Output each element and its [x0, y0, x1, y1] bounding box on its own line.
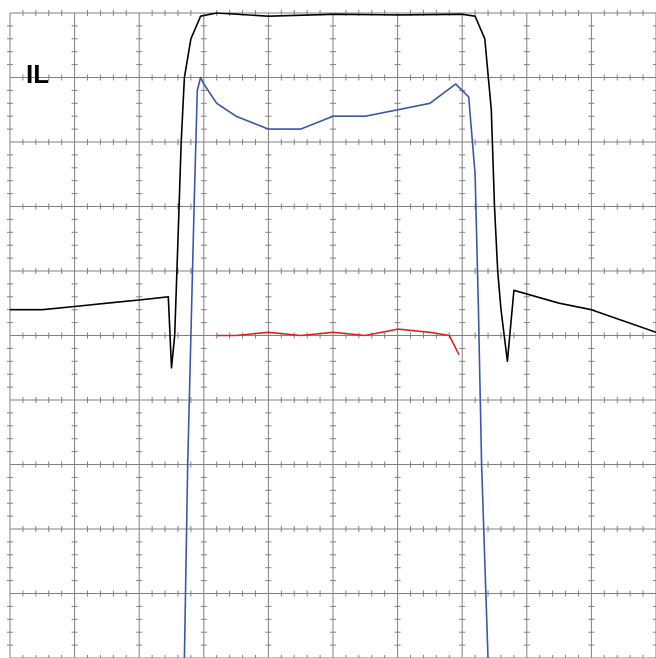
series-line-3: [216, 328, 460, 356]
series-line-1: [10, 12, 656, 369]
series-line-2: [183, 76, 489, 658]
traces: [10, 12, 656, 658]
trace-label-il: IL: [26, 59, 49, 89]
